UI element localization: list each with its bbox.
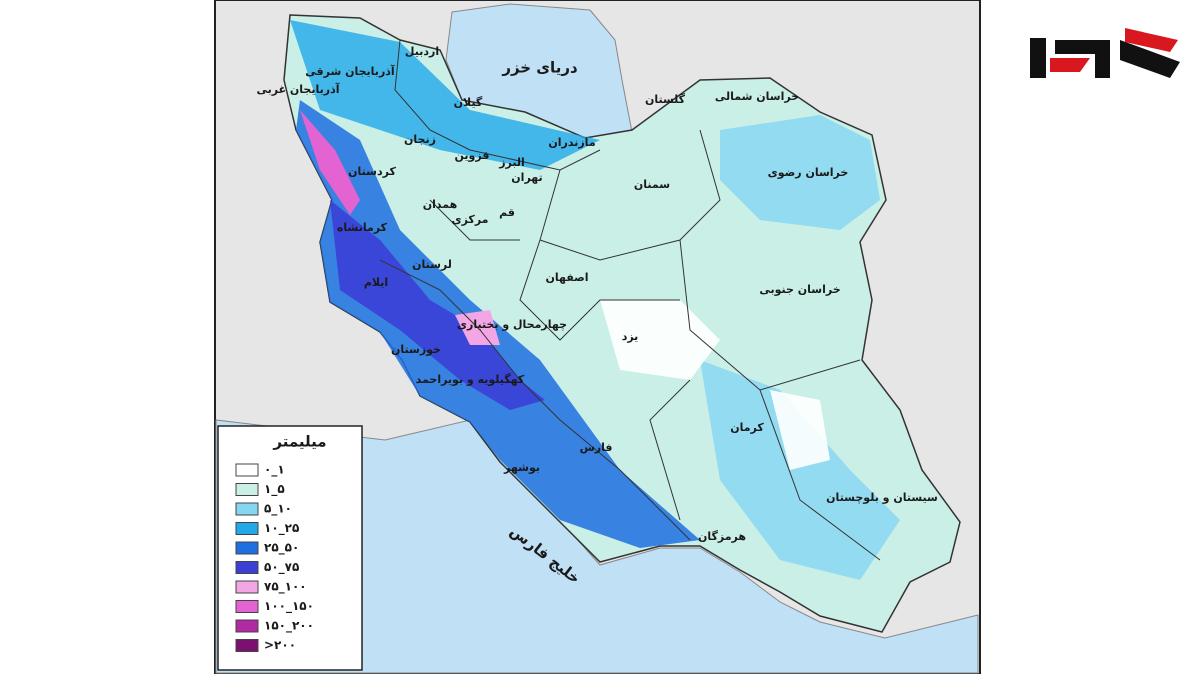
legend-label: ۰_۱ — [264, 463, 285, 478]
legend-label: >۲۰۰ — [264, 638, 296, 652]
province-label: گیلان — [454, 96, 483, 109]
logo-part — [1120, 40, 1180, 78]
logo-part — [1055, 40, 1110, 78]
legend-swatch — [235, 463, 259, 477]
legend-swatch — [235, 619, 259, 633]
legend-label: ۱۰۰_۱۵۰ — [264, 599, 314, 614]
province-label: آذربایجان غربی — [256, 82, 339, 96]
province-label: زنجان — [404, 133, 436, 146]
sea-label: دریای خزر — [501, 59, 578, 77]
legend-label: ۵۰_۷۵ — [264, 560, 299, 575]
rain-zone — [296, 100, 700, 548]
province-label: چهارمحال و بختیاری — [457, 318, 567, 331]
rain-zone — [290, 20, 600, 170]
province-label: مرکزی — [452, 213, 489, 226]
legend-label: ۱۵۰_۲۰۰ — [264, 619, 314, 634]
legend-label: ۱۰_۲۵ — [264, 521, 299, 536]
logo — [1030, 28, 1180, 78]
legend-label: ۱_۵ — [264, 482, 285, 497]
province-label: اردبیل — [405, 45, 439, 58]
legend-swatch — [235, 561, 259, 574]
rain-zone — [770, 390, 830, 470]
province-label: البرز — [498, 156, 525, 169]
province-label: کرمانشاه — [337, 221, 388, 234]
province-label: قم — [499, 206, 515, 219]
logo-part — [1125, 28, 1178, 52]
rain-zone — [330, 200, 545, 410]
precipitation-layer — [290, 20, 900, 580]
province-label: سمنان — [634, 178, 670, 191]
province-label: خراسان شمالی — [715, 90, 799, 103]
province-label: آذربایجان شرقی — [305, 64, 395, 78]
rain-zone — [300, 110, 360, 215]
legend: میلیمتر ۰_۱ ۱_۵ ۵_۱۰ ۱۰_۲۵ ۲۵_۵۰ ۵۰_۷۵ ۷۵_۱۰۰ ۱… — [217, 425, 363, 671]
legend-swatch — [235, 522, 259, 535]
province-label: سیستان و بلوچستان — [826, 491, 938, 504]
province-label: مازندران — [548, 136, 595, 149]
logo-part — [1030, 38, 1046, 78]
province-borders — [379, 39, 881, 561]
province-label: بوشهر — [503, 461, 540, 474]
province-label: خراسان جنوبی — [759, 283, 840, 296]
province-label: کرمان — [730, 421, 764, 434]
legend-swatch — [235, 483, 259, 496]
legend-label: ۲۵_۵۰ — [264, 541, 299, 556]
legend-swatch — [235, 541, 259, 555]
rain-zone — [700, 360, 900, 580]
province-label: کهگیلویه و بویراحمد — [416, 373, 525, 386]
province-label: ایلام — [364, 276, 388, 289]
province-label: یزد — [622, 330, 639, 343]
legend-swatch — [235, 580, 259, 594]
province-label: خراسان رضوی — [768, 166, 849, 179]
legend-label: ۷۵_۱۰۰ — [264, 580, 307, 595]
legend-swatch — [235, 600, 259, 613]
legend-swatch — [235, 639, 259, 652]
legend-label: ۵_۱۰ — [264, 502, 292, 517]
legend-title: میلیمتر — [272, 433, 326, 451]
province-label: کردستان — [348, 165, 396, 178]
province-label: قزوین — [455, 149, 490, 162]
rain-zone — [600, 300, 720, 380]
province-label: گلستان — [645, 93, 686, 106]
rain-zone — [720, 115, 880, 230]
legend-swatch — [235, 502, 259, 516]
province-label: فارس — [580, 441, 613, 454]
province-label: هرمزگان — [698, 530, 746, 543]
province-label: همدان — [423, 198, 458, 211]
province-label: اصفهان — [545, 271, 588, 284]
logo-part — [1050, 58, 1090, 72]
province-label: تهران — [511, 171, 542, 184]
province-label: خوزستان — [391, 343, 441, 356]
province-label: لرستان — [412, 258, 452, 271]
